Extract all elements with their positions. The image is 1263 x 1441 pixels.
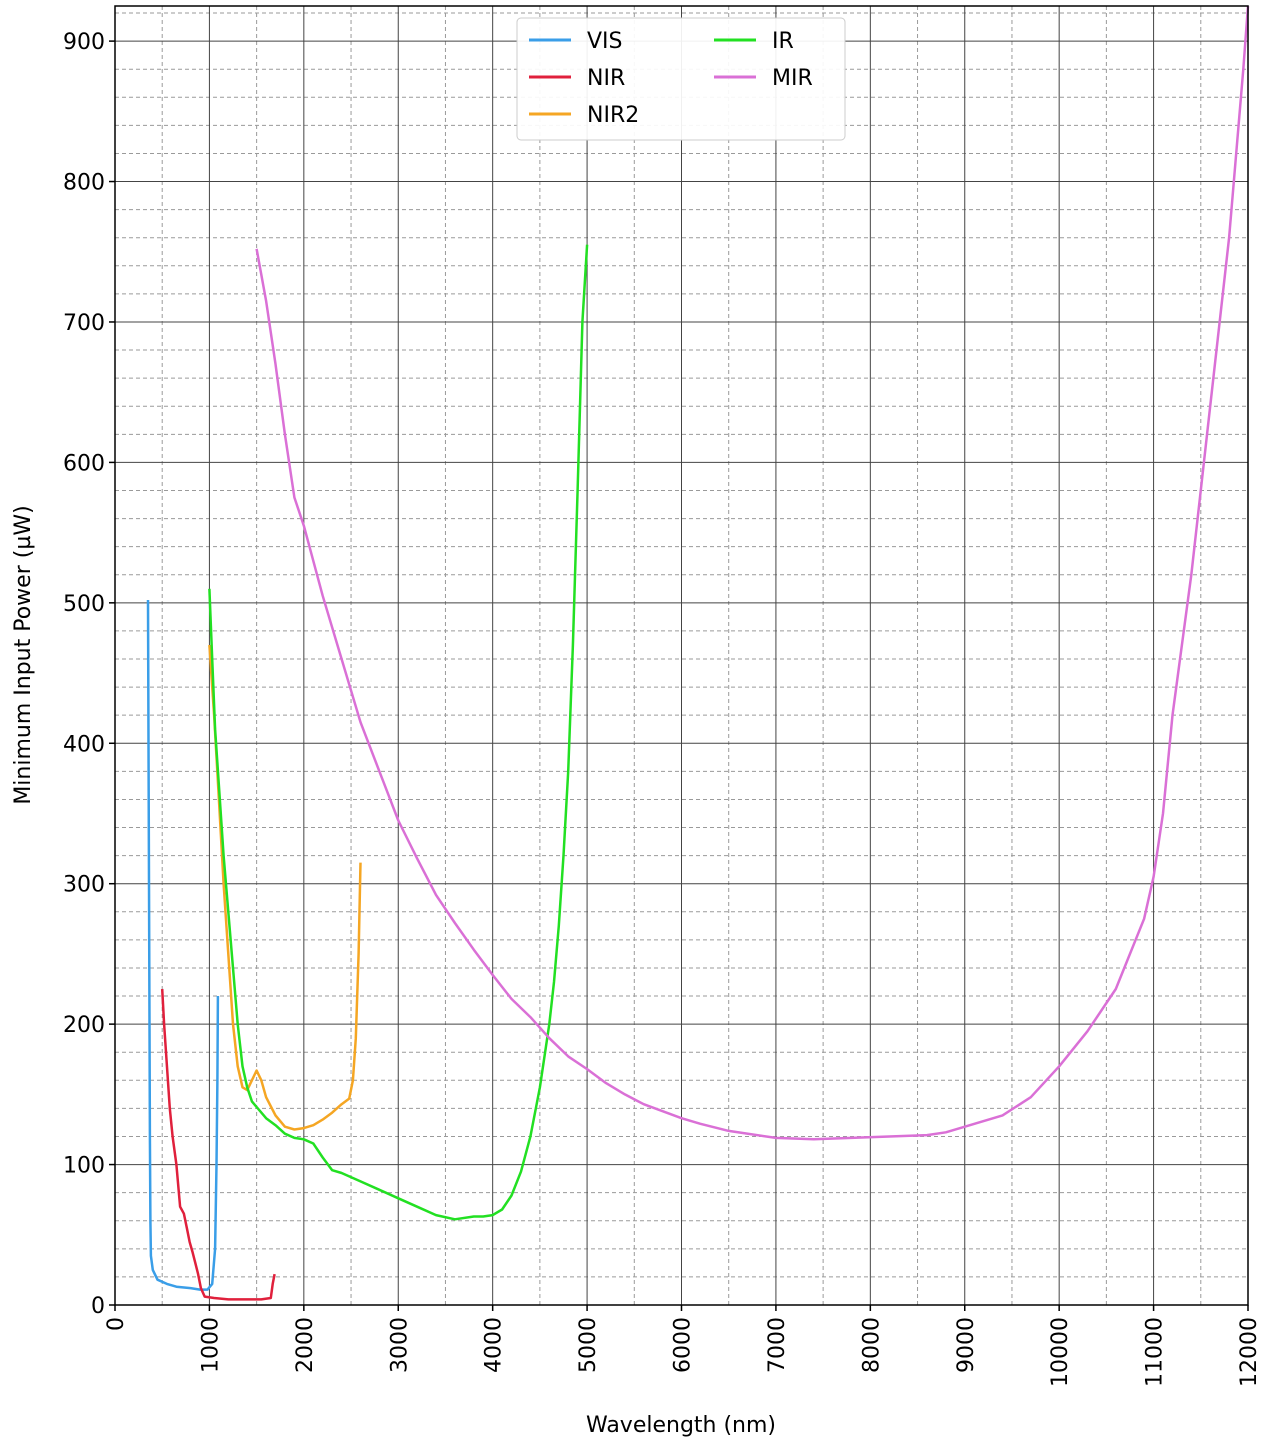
x-tick-label: 8000 [859, 1317, 884, 1373]
y-tick-label: 500 [63, 592, 105, 617]
legend-box [516, 17, 846, 141]
x-axis-label: Wavelength (nm) [586, 1413, 776, 1438]
y-tick-label: 200 [63, 1013, 105, 1038]
legend-label-nir: NIR [587, 66, 625, 91]
x-tick-label: 12000 [1237, 1317, 1262, 1387]
legend-label-ir: IR [772, 29, 794, 54]
series-line-vis [146, 599, 220, 1291]
x-tick-label: 10000 [1048, 1317, 1073, 1387]
y-tick-label: 300 [63, 873, 105, 898]
x-tick-label: 9000 [954, 1317, 979, 1373]
series-line-nir2 [208, 644, 362, 1131]
y-axis-ticks: 0 100 200 300 400 500 600 700 800 900 [63, 30, 115, 1319]
y-tick-label: 600 [63, 451, 105, 476]
y-tick-label: 0 [91, 1294, 105, 1319]
y-tick-label: 100 [63, 1154, 105, 1179]
legend-label-nir2: NIR2 [587, 103, 639, 128]
series-lines [146, 5, 1250, 1301]
x-tick-label: 1000 [198, 1317, 223, 1373]
x-tick-label: 2000 [293, 1317, 318, 1373]
y-axis-label: Minimum Input Power (µW) [11, 505, 36, 804]
x-tick-label: 6000 [671, 1317, 696, 1373]
x-tick-label: 0 [104, 1317, 129, 1331]
legend: VIS NIR NIR2 IR MIR [516, 17, 846, 141]
series-line-nir [160, 988, 276, 1301]
x-tick-label: 4000 [482, 1317, 507, 1373]
y-tick-label: 800 [63, 171, 105, 196]
y-tick-label: 400 [63, 732, 105, 757]
series-line-ir [208, 244, 589, 1221]
x-tick-label: 5000 [576, 1317, 601, 1373]
x-tick-label: 7000 [765, 1317, 790, 1373]
series-line-mir [255, 5, 1250, 1141]
legend-label-vis: VIS [587, 29, 623, 54]
x-axis-ticks: 0 1000 2000 3000 4000 5000 6000 7000 8000 9000 100… [104, 1305, 1262, 1387]
x-tick-label: 3000 [387, 1317, 412, 1373]
y-tick-label: 900 [63, 30, 105, 55]
legend-label-mir: MIR [772, 66, 813, 91]
x-tick-label: 11000 [1143, 1317, 1168, 1387]
y-tick-label: 700 [63, 311, 105, 336]
